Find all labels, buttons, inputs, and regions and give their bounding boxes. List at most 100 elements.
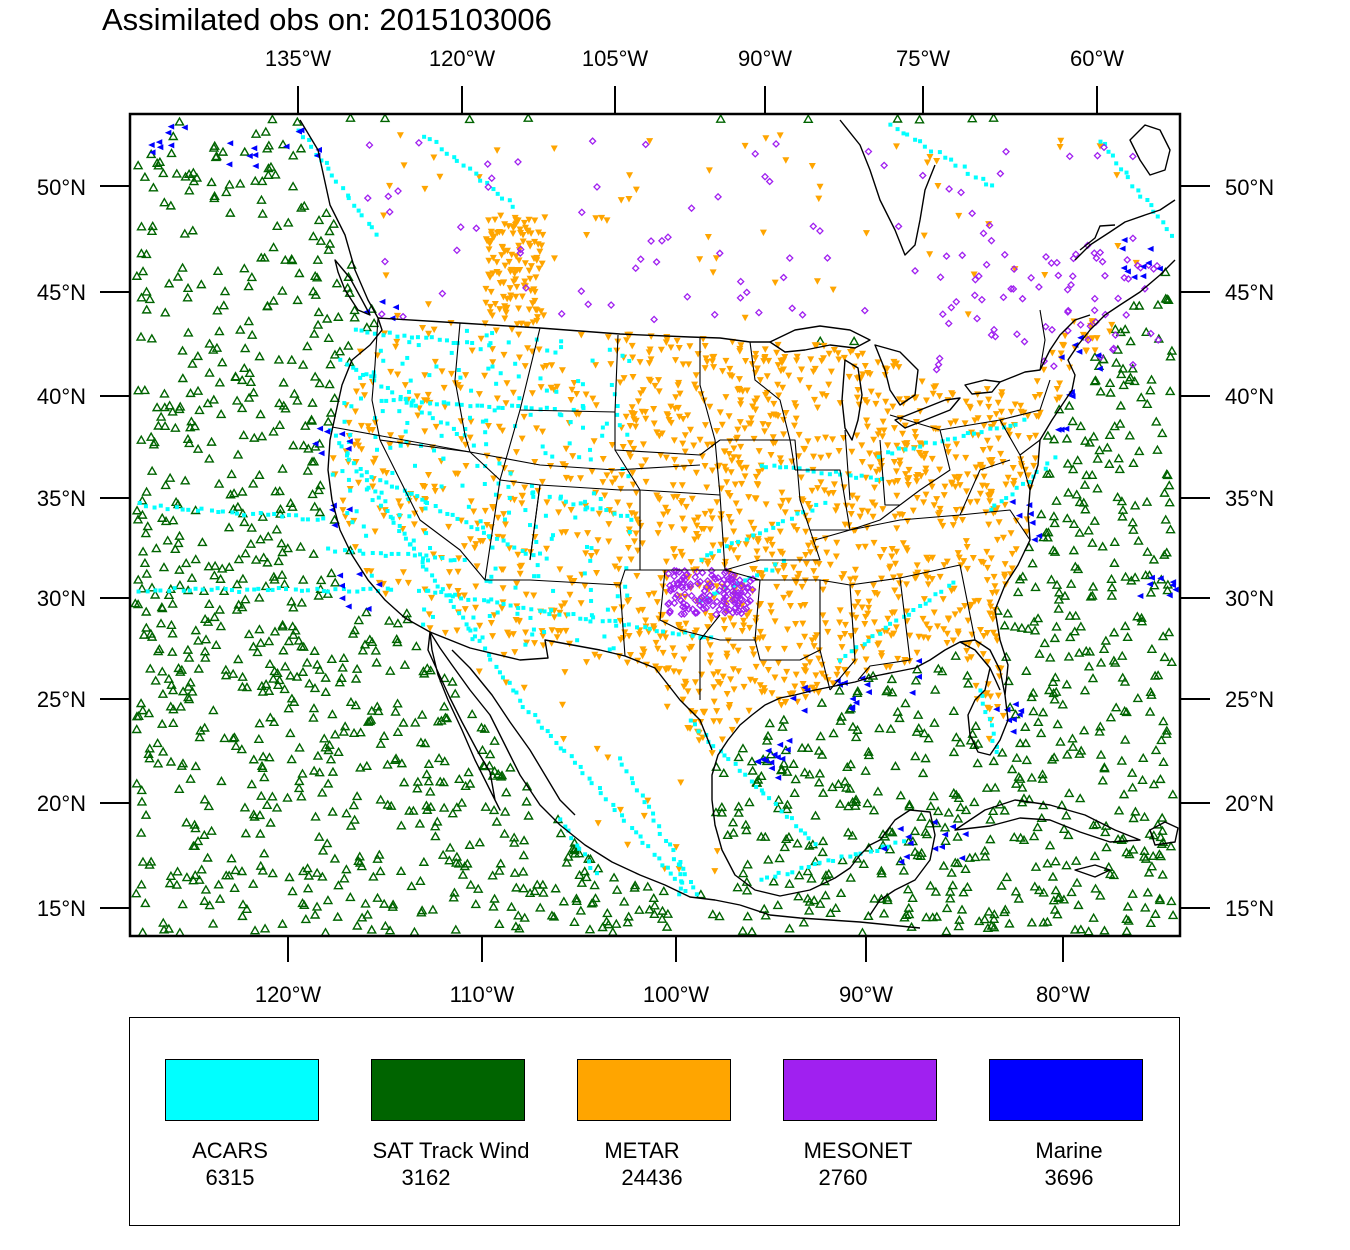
sat-track-wind-marker bbox=[282, 543, 294, 553]
legend-label: MESONET bbox=[803, 1138, 913, 1163]
sat-track-wind-marker bbox=[317, 845, 329, 855]
sat-track-wind-marker bbox=[1039, 637, 1050, 648]
sat-track-wind-marker bbox=[1051, 621, 1062, 631]
mesonet-marker bbox=[742, 604, 751, 613]
sat-track-wind-marker bbox=[294, 268, 305, 278]
metar-marker bbox=[903, 608, 911, 615]
sat-track-wind-marker bbox=[209, 611, 220, 622]
acars-marker bbox=[629, 517, 634, 522]
sat-track-wind-marker bbox=[763, 854, 774, 864]
metar-marker bbox=[841, 621, 849, 629]
metar-marker bbox=[810, 643, 818, 650]
metar-marker bbox=[1017, 456, 1025, 463]
acars-marker bbox=[549, 536, 554, 541]
sat-track-wind-marker bbox=[237, 486, 248, 496]
sat-track-wind-marker bbox=[197, 537, 208, 547]
sat-track-wind-marker bbox=[814, 768, 826, 778]
metar-marker bbox=[679, 361, 687, 368]
mesonet-marker bbox=[483, 160, 492, 168]
acars-marker bbox=[724, 544, 729, 549]
sat-track-wind-marker bbox=[373, 706, 384, 716]
metar-marker bbox=[690, 442, 698, 449]
left-axis-label: 50°N bbox=[37, 175, 86, 200]
legend-count: 24436 bbox=[621, 1165, 683, 1190]
sat-track-wind-marker bbox=[850, 794, 862, 804]
metar-marker bbox=[593, 570, 601, 577]
sat-track-wind-marker bbox=[204, 338, 215, 348]
mesonet-marker bbox=[385, 208, 394, 216]
acars-marker bbox=[991, 731, 996, 736]
metar-marker bbox=[728, 726, 736, 734]
marine-marker bbox=[1120, 265, 1128, 272]
metar-marker bbox=[763, 537, 771, 545]
sat-track-wind-marker bbox=[263, 685, 275, 695]
sat-track-wind-marker bbox=[925, 801, 937, 811]
metar-marker bbox=[983, 577, 991, 584]
acars-marker bbox=[833, 469, 838, 474]
metar-marker bbox=[767, 451, 775, 459]
sat-track-wind-marker bbox=[136, 292, 147, 302]
metar-marker bbox=[581, 582, 589, 590]
sat-track-wind-marker bbox=[375, 866, 386, 876]
sat-track-wind-marker bbox=[960, 863, 971, 874]
metar-marker bbox=[1016, 471, 1024, 479]
metar-marker bbox=[538, 260, 546, 268]
acars-marker bbox=[385, 586, 390, 591]
sat-track-wind-marker bbox=[538, 887, 549, 897]
metar-marker bbox=[815, 689, 823, 697]
metar-marker bbox=[562, 445, 570, 453]
metar-marker bbox=[1001, 501, 1009, 509]
metar-marker bbox=[752, 636, 760, 644]
sat-track-wind-marker bbox=[1004, 918, 1015, 928]
sat-track-wind-marker bbox=[1069, 924, 1081, 934]
metar-marker bbox=[983, 483, 991, 490]
metar-marker bbox=[862, 474, 870, 482]
metar-marker bbox=[568, 386, 576, 394]
acars-marker bbox=[668, 842, 673, 847]
metar-marker bbox=[670, 668, 678, 675]
acars-marker bbox=[951, 580, 956, 585]
metar-marker bbox=[895, 364, 903, 371]
sat-track-wind-marker bbox=[151, 402, 163, 412]
sat-track-wind-marker bbox=[150, 675, 161, 685]
sat-track-wind-marker bbox=[1165, 351, 1176, 361]
metar-marker bbox=[1024, 472, 1032, 479]
metar-marker bbox=[983, 548, 991, 556]
mesonet-marker bbox=[1100, 143, 1108, 152]
sat-track-wind-marker bbox=[302, 465, 314, 475]
metar-marker bbox=[711, 868, 719, 875]
metar-marker bbox=[798, 366, 806, 374]
metar-marker bbox=[466, 434, 474, 442]
sat-track-wind-marker bbox=[256, 431, 268, 441]
metar-marker bbox=[969, 555, 977, 562]
sat-track-wind-marker bbox=[1138, 752, 1149, 762]
metar-marker bbox=[592, 402, 600, 409]
sat-track-wind-marker bbox=[904, 801, 915, 811]
acars-marker bbox=[491, 187, 496, 192]
metar-marker bbox=[697, 391, 705, 398]
acars-marker bbox=[461, 163, 466, 168]
metar-marker bbox=[939, 522, 947, 530]
sat-track-wind-marker bbox=[634, 904, 645, 914]
acars-marker bbox=[404, 439, 409, 444]
metar-marker bbox=[833, 539, 841, 547]
acars-marker bbox=[895, 127, 900, 132]
acars-marker bbox=[415, 494, 420, 499]
acars-marker bbox=[347, 589, 352, 594]
metar-marker bbox=[886, 565, 894, 572]
metar-marker bbox=[589, 395, 597, 403]
metar-marker bbox=[771, 618, 779, 625]
sat-track-wind-marker bbox=[1100, 827, 1111, 837]
acars-marker bbox=[688, 718, 693, 723]
acars-marker bbox=[1022, 417, 1027, 422]
metar-marker bbox=[670, 652, 678, 660]
metar-marker bbox=[806, 549, 814, 556]
acars-marker bbox=[136, 589, 141, 594]
metar-marker bbox=[768, 690, 776, 697]
sat-track-wind-marker bbox=[815, 335, 826, 345]
acars-marker bbox=[448, 599, 453, 604]
acars-marker bbox=[521, 605, 526, 610]
metar-marker bbox=[628, 342, 636, 350]
sat-track-wind-marker bbox=[806, 873, 817, 883]
acars-marker bbox=[359, 328, 364, 333]
